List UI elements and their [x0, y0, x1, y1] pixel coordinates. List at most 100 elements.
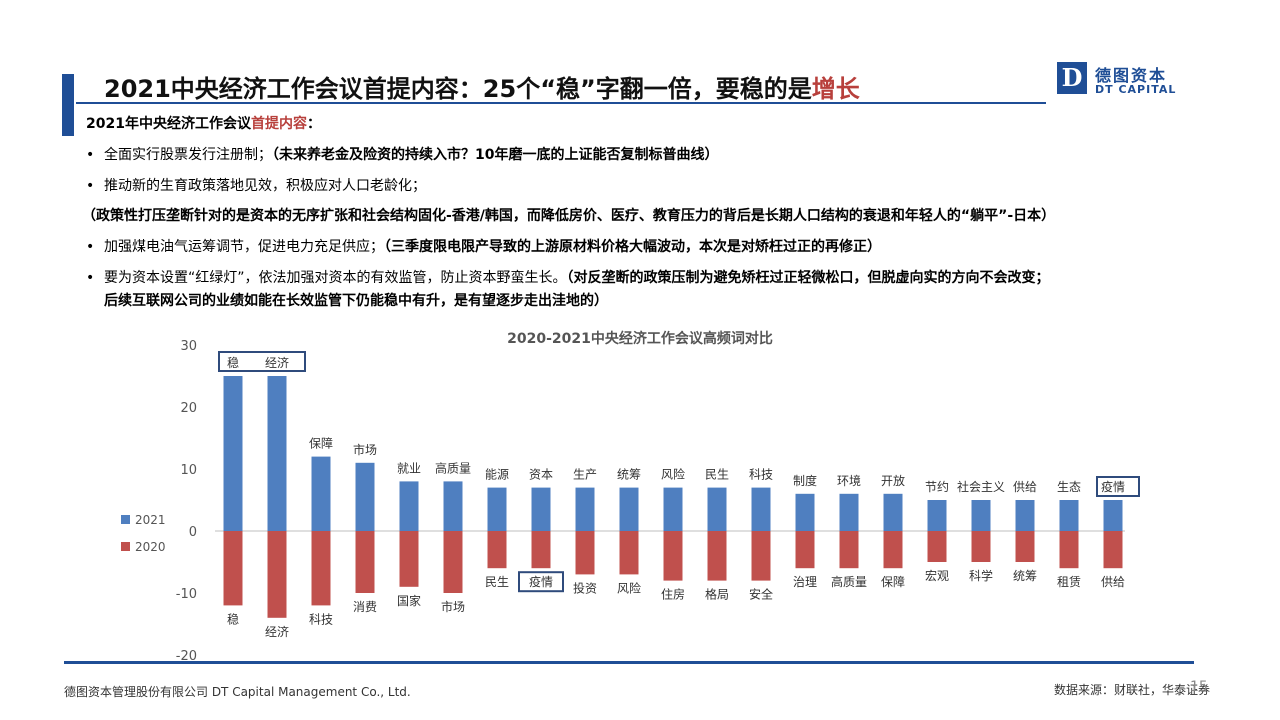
bar-2021	[267, 376, 287, 531]
data-label-2020: 市场	[441, 599, 465, 614]
intro-heading: 2021年中央经济工作会议首提内容：	[86, 116, 321, 132]
data-label-2020: 疫情	[529, 574, 553, 589]
bar-2021	[399, 481, 419, 531]
bar-2021	[1103, 500, 1123, 531]
bullet-continuation: （政策性打压垄断针对的是资本的无序扩张和社会结构固化-香港/韩国，而降低房价、医…	[82, 208, 1056, 224]
bar-2021	[311, 456, 331, 531]
data-label-2021: 就业	[397, 461, 421, 475]
legend-label-2021: 2021	[135, 513, 166, 527]
data-label-2021: 市场	[353, 442, 377, 457]
highlight-box	[218, 351, 306, 372]
y-tick-label: 30	[180, 339, 197, 354]
bar-2021	[487, 487, 507, 531]
legend-swatch-2021	[121, 515, 130, 524]
bar-2021	[355, 462, 375, 531]
data-label-2021: 社会主义	[957, 479, 1005, 494]
data-label-2021: 高质量	[435, 460, 471, 475]
data-label-2020: 投资	[573, 580, 597, 595]
bullet-item: • 全面实行股票发行注册制；（未来养老金及险资的持续入市？10年磨一底的上证能否复…	[86, 147, 719, 163]
data-label-2020: 科学	[969, 568, 993, 583]
bar-2020	[1103, 531, 1123, 569]
data-label-2020: 治理	[793, 575, 817, 589]
bar-2021	[883, 493, 903, 531]
data-label-2020: 宏观	[925, 568, 949, 583]
bar-2021	[795, 493, 815, 531]
bar-2020	[751, 531, 771, 581]
bar-2021	[223, 376, 243, 531]
bar-2020	[619, 531, 639, 575]
y-tick-label: -10	[176, 587, 197, 602]
bullet-item: • 加强煤电油气运筹调节，促进电力充足供应；（三季度限电限产导致的上游原材料价格大…	[86, 239, 881, 255]
bar-2021	[1015, 500, 1035, 531]
data-label-2020: 保障	[881, 574, 905, 589]
bar-2020	[707, 531, 727, 581]
bar-2020	[355, 531, 375, 593]
bar-2021	[751, 487, 771, 531]
bar-2020	[839, 531, 859, 569]
data-label-2020: 风险	[617, 580, 641, 595]
data-label-2021: 供给	[1013, 480, 1037, 494]
data-label-2020: 经济	[265, 624, 289, 639]
data-label-2021: 民生	[705, 468, 729, 482]
logo-mark: D	[1057, 62, 1087, 94]
title-accent-bar	[62, 74, 74, 136]
bar-2021	[531, 487, 551, 531]
data-label-2021: 生态	[1057, 480, 1081, 494]
data-label-2020: 国家	[397, 593, 421, 608]
data-label-2020: 统筹	[1013, 569, 1037, 583]
data-label-2021: 能源	[485, 468, 509, 482]
bar-2021	[927, 500, 947, 531]
bar-2020	[927, 531, 947, 562]
bar-2020	[1059, 531, 1079, 569]
data-label-2020: 消费	[353, 600, 377, 614]
data-label-2020: 民生	[485, 575, 509, 589]
data-label-2021: 稳	[227, 355, 239, 370]
bar-2021	[1059, 500, 1079, 531]
company-logo: D 德图资本 DT CAPITAL	[1057, 62, 1187, 102]
data-label-2021: 科技	[749, 468, 773, 482]
data-label-2021: 资本	[529, 468, 553, 482]
legend-swatch-2020	[121, 542, 130, 551]
bar-2020	[795, 531, 815, 569]
bar-2021	[619, 487, 639, 531]
bar-2021	[839, 493, 859, 531]
data-label-2021: 统筹	[617, 468, 641, 482]
bar-2020	[575, 531, 595, 575]
data-label-2020: 高质量	[831, 574, 867, 589]
bullet-item: • 推动新的生育政策落地见效，积极应对人口老龄化；	[86, 178, 426, 194]
bar-2021	[663, 487, 683, 531]
data-label-2020: 住房	[661, 587, 685, 602]
bar-2020	[399, 531, 419, 587]
bar-2021	[707, 487, 727, 531]
data-label-2020: 科技	[309, 612, 333, 626]
legend-label-2020: 2020	[135, 540, 166, 554]
bar-2020	[443, 531, 463, 593]
bar-2020	[531, 531, 551, 569]
y-tick-label: 10	[180, 463, 197, 478]
data-label-2020: 格局	[705, 587, 729, 602]
data-label-2020: 租赁	[1057, 575, 1081, 589]
y-tick-label: 0	[189, 525, 197, 540]
page-number: 15	[1190, 679, 1208, 695]
bar-2020	[267, 531, 287, 618]
data-label-2021: 开放	[881, 473, 905, 488]
bar-2020	[663, 531, 683, 581]
bar-2021	[971, 500, 991, 531]
data-label-2021: 环境	[837, 473, 861, 488]
bar-2020	[311, 531, 331, 606]
logo-chinese-name: 德图资本	[1095, 66, 1168, 85]
bullet-continuation: 后续互联网公司的业绩如能在长效监管下仍能稳中有升，是有望逐步走出洼地的）	[104, 293, 608, 309]
page-title: 2021中央经济工作会议首提内容：25个“稳”字翻一倍，要稳的是增长	[104, 75, 860, 103]
data-label-2020: 稳	[227, 611, 239, 626]
data-label-2020: 供给	[1101, 575, 1125, 589]
data-label-2021: 制度	[793, 473, 817, 488]
y-tick-label: -20	[176, 649, 197, 664]
data-label-2021: 经济	[265, 355, 289, 370]
data-label-2020: 安全	[749, 587, 773, 602]
bar-2020	[487, 531, 507, 569]
footer-source: 数据来源：财联社，华泰证券	[1053, 683, 1210, 697]
footer-rule	[64, 661, 1194, 664]
bar-2021	[443, 481, 463, 531]
footer-company: 德图资本管理股份有限公司 DT Capital Management Co., …	[64, 685, 411, 699]
